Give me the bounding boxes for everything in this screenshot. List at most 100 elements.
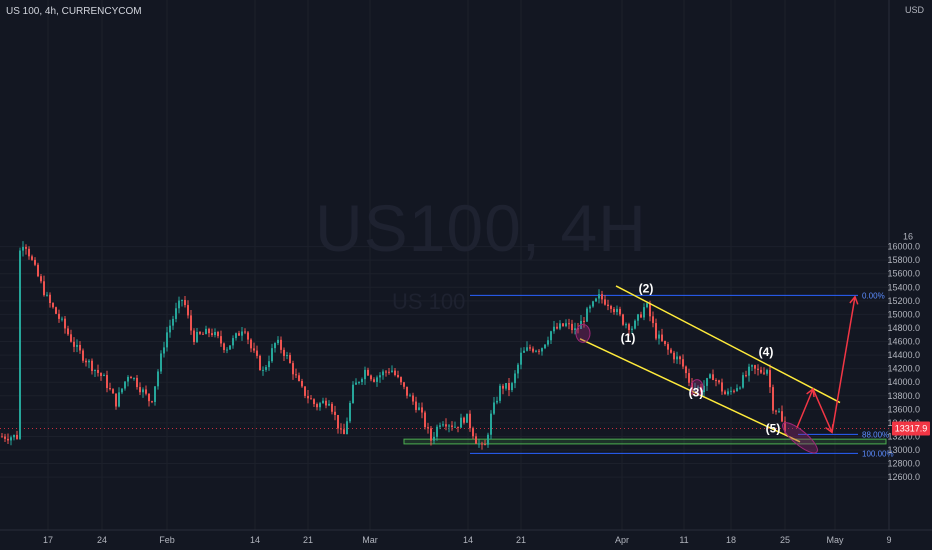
candle-body	[1, 436, 3, 438]
candle-body	[313, 399, 315, 405]
candle-body	[433, 436, 435, 441]
candle-body	[265, 367, 267, 370]
candle-body	[559, 323, 561, 329]
candle-body	[604, 299, 606, 305]
candle-body	[412, 395, 414, 402]
candle-body	[34, 259, 36, 265]
candle-body	[154, 386, 156, 402]
candle-body	[364, 369, 366, 380]
projection-segment	[831, 296, 856, 433]
price-tick-label: 15600.0	[887, 269, 920, 279]
candle-body	[625, 324, 627, 326]
symbol-header[interactable]: US 100, 4h, CURRENCYCOM	[6, 6, 142, 17]
time-tick-label: Mar	[362, 535, 378, 545]
candle-body	[700, 386, 702, 393]
candle-body	[712, 374, 714, 381]
candle-body	[670, 349, 672, 353]
candle-body	[688, 373, 690, 383]
price-tick-label: 15200.0	[887, 296, 920, 306]
candle-body	[370, 375, 372, 380]
candle-body	[37, 264, 39, 277]
analysis-drawings: (2) (1) (3) (4) (5)	[575, 282, 859, 454]
candle-body	[628, 324, 630, 330]
candle-body	[304, 386, 306, 396]
candle-body	[70, 334, 72, 342]
candle-body	[100, 372, 102, 376]
candle-body	[103, 375, 105, 377]
candle-body	[64, 318, 66, 329]
candle-body	[460, 417, 462, 428]
candle-body	[631, 328, 633, 330]
candle-body	[676, 356, 678, 360]
candle-body	[595, 298, 597, 302]
candle-body	[685, 366, 687, 374]
candle-body	[709, 374, 711, 379]
candle-body	[619, 308, 621, 315]
candle-body	[205, 328, 207, 335]
candle-body	[271, 348, 273, 362]
candle-body	[256, 350, 258, 356]
candle-body	[148, 393, 150, 402]
candle-body	[124, 381, 126, 389]
candle-body	[616, 308, 618, 313]
time-tick-label: Apr	[615, 535, 629, 545]
candle-body	[328, 403, 330, 406]
fibonacci-levels: 0.00% 88.00% 100.00%	[0, 291, 894, 458]
price-tick-label: 15000.0	[887, 309, 920, 319]
candle-body	[118, 392, 120, 407]
candle-body	[601, 294, 603, 300]
candle-body	[175, 308, 177, 319]
candle-body	[169, 325, 171, 333]
candle-body	[199, 331, 201, 334]
candle-body	[208, 328, 210, 334]
candle-body	[721, 382, 723, 392]
symbol-name-watermark: US 100	[392, 289, 466, 314]
candle-body	[151, 401, 153, 403]
candle-body	[226, 349, 228, 351]
candle-body	[58, 313, 60, 319]
price-tick-label: 13600.0	[887, 404, 920, 414]
price-tick-label: 14400.0	[887, 350, 920, 360]
candle-body	[391, 370, 393, 373]
price-tick-label-partial: 16	[903, 231, 913, 241]
candle-body	[586, 308, 588, 322]
candle-body	[583, 320, 585, 322]
candle-body	[229, 345, 231, 350]
price-tick-label: 15800.0	[887, 255, 920, 265]
candle-body	[598, 294, 600, 299]
candle-body	[577, 328, 579, 330]
candle-body	[181, 299, 183, 301]
candle-body	[373, 379, 375, 382]
candle-body	[139, 387, 141, 393]
support-zone-layer	[403, 438, 887, 445]
candle-body	[193, 330, 195, 343]
wave-label: (5)	[766, 421, 781, 435]
candle-body	[388, 371, 390, 373]
candle-body	[481, 443, 483, 445]
candle-body	[40, 276, 42, 282]
price-axis[interactable]: 12600.012800.013000.013200.013400.013600…	[887, 231, 930, 482]
candle-body	[22, 246, 24, 251]
candle-body	[232, 338, 234, 346]
time-axis[interactable]: 17 24 Feb 14 21 Mar 14 21 Apr 11 18 25 May 9	[43, 535, 892, 545]
candle-body	[544, 344, 546, 349]
currency-label[interactable]: USD	[904, 5, 924, 15]
grid-lines	[0, 0, 889, 530]
candle-body	[178, 300, 180, 309]
candle-body	[211, 333, 213, 336]
candle-body	[409, 395, 411, 397]
candle-body	[739, 387, 741, 389]
candle-body	[262, 369, 264, 371]
candle-body	[16, 434, 18, 439]
candle-body	[283, 349, 285, 356]
candle-body	[565, 323, 567, 327]
time-tick-label: Feb	[159, 535, 175, 545]
candle-body	[73, 341, 75, 347]
candle-body	[682, 359, 684, 367]
candle-body	[187, 305, 189, 316]
candle-body	[637, 314, 639, 321]
candle-body	[484, 444, 486, 446]
candle-body	[217, 332, 219, 337]
